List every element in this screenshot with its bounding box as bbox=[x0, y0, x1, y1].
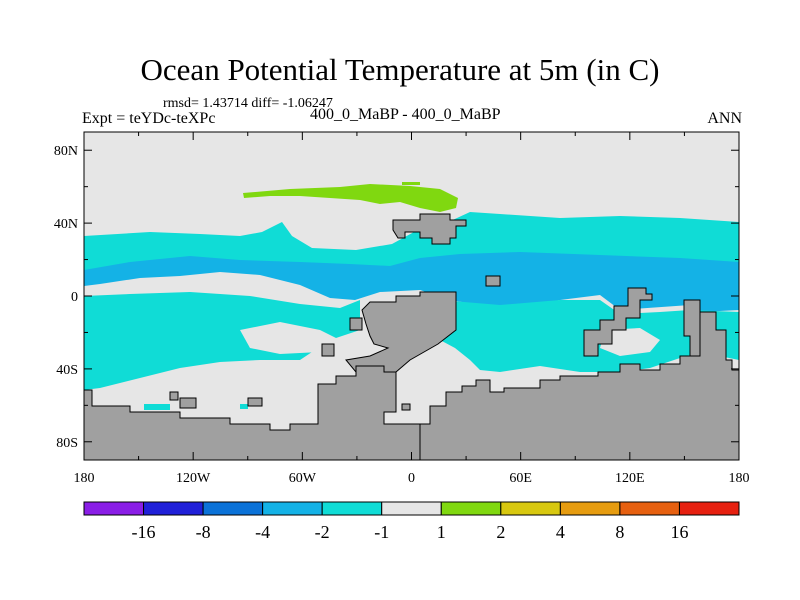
colorbar-swatch bbox=[262, 501, 323, 516]
x-tick-label: 60E bbox=[509, 471, 532, 486]
land-africa-south bbox=[321, 343, 335, 357]
cyan-fleck-1 bbox=[144, 404, 170, 410]
y-tick-label: 40N bbox=[54, 217, 78, 232]
colorbar-swatch bbox=[83, 501, 145, 516]
experiment-label: Expt = teYDc-teXPc bbox=[82, 110, 216, 127]
colorbar-swatch bbox=[202, 501, 264, 516]
x-tick-label: 60W bbox=[289, 471, 317, 486]
period-label: 400_0_MaBP - 400_0_MaBP bbox=[310, 106, 501, 123]
land-antarctica-east bbox=[419, 311, 739, 460]
colorbar-label: 1 bbox=[437, 522, 446, 542]
blue-anomaly-band bbox=[84, 247, 739, 312]
land-islet-4 bbox=[401, 403, 411, 411]
neutral-patch-south bbox=[240, 322, 340, 354]
colorbar-label: -8 bbox=[196, 522, 211, 542]
colorbar-label: 4 bbox=[556, 522, 565, 542]
cyan-anomaly-south bbox=[84, 292, 360, 390]
cyan-anomaly-north bbox=[84, 212, 739, 270]
stats-line: rmsd= 1.43714 diff= -1.06247 bbox=[163, 96, 333, 111]
y-tick-label: 40S bbox=[56, 363, 78, 378]
season-label: ANN bbox=[707, 110, 742, 127]
land-small-island bbox=[485, 275, 501, 287]
x-axis: 180 120W 60W 0 60E 120E 180 bbox=[74, 132, 750, 486]
y-axis: 80N 40N 0 40S 80S bbox=[54, 144, 739, 451]
land-islet-1 bbox=[169, 391, 179, 401]
colorbar-label: -16 bbox=[132, 522, 156, 542]
colorbar-swatch bbox=[500, 501, 561, 516]
colorbar-swatch bbox=[381, 501, 442, 516]
land-europe bbox=[392, 213, 467, 245]
colorbar-label: -1 bbox=[374, 522, 389, 542]
x-tick-label: 120E bbox=[615, 471, 645, 486]
colorbar-swatch bbox=[619, 501, 680, 516]
colorbar: -16 -8 -4 -2 -1 1 2 4 8 16 bbox=[83, 501, 740, 542]
colorbar-label: -4 bbox=[255, 522, 270, 542]
colorbar-swatch bbox=[559, 501, 621, 516]
land-islet-3 bbox=[247, 397, 263, 407]
colorbar-swatch bbox=[143, 501, 204, 516]
land-caribbean bbox=[349, 317, 363, 331]
y-tick-label: 80N bbox=[54, 144, 78, 159]
neutral-southern-ocean bbox=[84, 372, 330, 404]
green-anomaly-fleck bbox=[402, 182, 420, 185]
neutral-patch-indian bbox=[600, 328, 660, 356]
colorbar-swatch bbox=[321, 501, 383, 516]
chart-title: Ocean Potential Temperature at 5m (in C) bbox=[140, 52, 660, 87]
colorbar-label: 16 bbox=[670, 522, 688, 542]
x-tick-label: 120W bbox=[176, 471, 211, 486]
colorbar-swatch bbox=[440, 501, 502, 516]
cyan-fleck-2 bbox=[240, 404, 248, 409]
land-masses bbox=[84, 213, 739, 460]
x-tick-label: 0 bbox=[408, 471, 415, 486]
green-anomaly-north bbox=[243, 184, 458, 212]
y-tick-label: 0 bbox=[71, 290, 78, 305]
x-tick-label: 180 bbox=[729, 471, 750, 486]
y-tick-label: 80S bbox=[56, 436, 78, 451]
colorbar-label: -2 bbox=[315, 522, 330, 542]
x-tick-label: 180 bbox=[74, 471, 95, 486]
land-southeast-asia bbox=[583, 287, 653, 357]
land-antarctica-west bbox=[84, 365, 421, 460]
colorbar-label: 2 bbox=[496, 522, 505, 542]
colorbar-label: 8 bbox=[615, 522, 624, 542]
land-australia bbox=[683, 299, 701, 357]
colorbar-swatch bbox=[678, 501, 740, 516]
land-islet-2 bbox=[179, 397, 197, 409]
